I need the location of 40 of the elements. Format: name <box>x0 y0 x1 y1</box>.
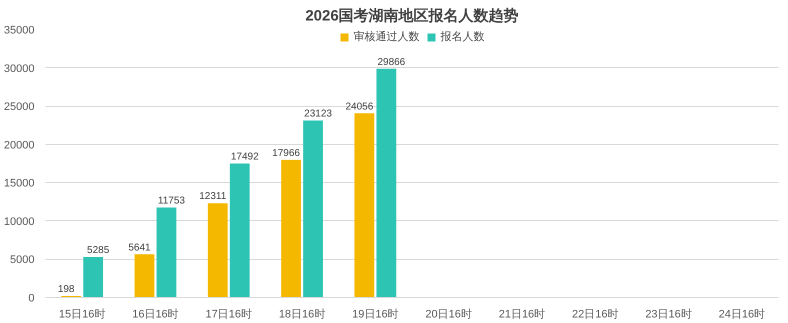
x-tick-label: 18日16时 <box>278 308 326 320</box>
y-tick-label: 30000 <box>4 62 35 75</box>
y-tick-label: 35000 <box>4 24 35 36</box>
bar <box>354 113 374 298</box>
bar <box>376 68 396 298</box>
x-tick-label: 24日16时 <box>718 308 766 320</box>
data-label: 17966 <box>272 148 300 159</box>
data-label: 29866 <box>377 56 406 68</box>
data-label: 5641 <box>128 242 152 254</box>
data-label: 11753 <box>158 196 186 207</box>
legend-label: 报名人数 <box>440 30 484 44</box>
chart-title: 2026国考湖南地区报名人数趋势 <box>305 8 519 24</box>
x-tick-label: 17日16时 <box>206 308 252 320</box>
x-tick-label: 22日16时 <box>572 308 618 320</box>
y-tick-label: 15000 <box>4 178 35 190</box>
data-label: 12311 <box>199 191 227 202</box>
y-tick-label: 0 <box>28 292 35 304</box>
bar <box>134 254 154 298</box>
x-tick-label: 23日16时 <box>645 308 692 320</box>
bar <box>208 203 228 298</box>
x-tick-label: 19日16时 <box>352 308 399 320</box>
x-tick-label: 20日16时 <box>425 308 472 320</box>
data-label: 5285 <box>87 245 110 256</box>
bar <box>281 160 301 298</box>
y-tick-label: 10000 <box>4 216 35 228</box>
data-label: 24056 <box>345 101 374 112</box>
x-tick-label: 21日16时 <box>498 308 546 320</box>
bar <box>83 257 104 298</box>
bar <box>303 120 323 298</box>
data-label: 17492 <box>230 152 260 163</box>
data-label: 198 <box>58 284 75 295</box>
bar <box>230 164 250 298</box>
y-tick-label: 5000 <box>10 254 35 266</box>
x-tick-label: 16日16时 <box>132 308 179 320</box>
x-tick-label: 15日16时 <box>58 308 106 320</box>
legend-label: 审核通过人数 <box>354 30 420 44</box>
y-tick-label: 20000 <box>4 139 35 152</box>
bar <box>156 208 176 298</box>
data-label: 23123 <box>304 108 332 120</box>
y-tick-label: 25000 <box>4 101 35 114</box>
